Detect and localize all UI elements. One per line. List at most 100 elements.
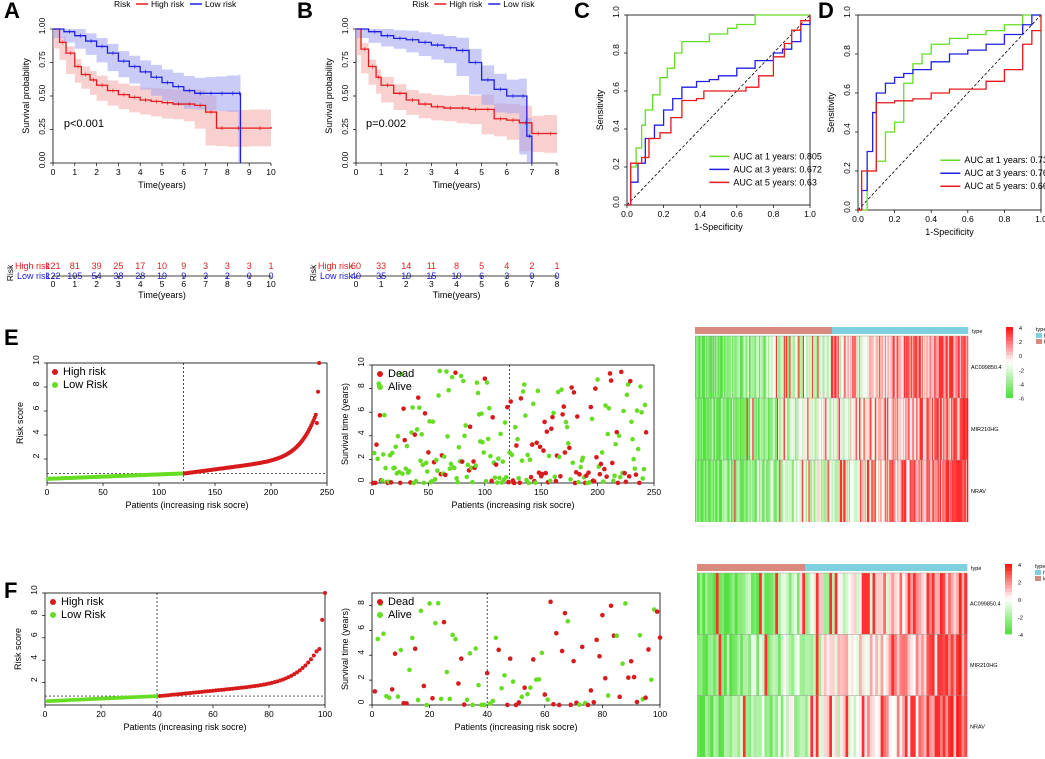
y-tick-label: 4 — [29, 655, 39, 660]
survival-point — [393, 444, 398, 450]
heatmap-cell — [783, 460, 786, 522]
survival-point — [568, 702, 574, 708]
heatmap-cell — [943, 398, 945, 460]
survival-point — [618, 369, 624, 375]
annotation-cell — [724, 564, 727, 571]
annotation-cell — [755, 327, 758, 334]
heatmap-cell — [710, 336, 713, 398]
heatmap-cell — [958, 634, 962, 696]
heatmap-cell — [732, 695, 736, 757]
heatmap-cell — [937, 634, 941, 696]
heatmap-cell — [926, 634, 930, 696]
heatmap-cell — [899, 573, 903, 635]
legend-dead-label: Dead — [388, 596, 414, 608]
heatmap-cell — [957, 336, 960, 398]
survival-point — [458, 373, 464, 379]
survival-point — [576, 479, 581, 485]
annotation-cell — [896, 327, 898, 334]
y-tick-label: 0.75 — [340, 51, 350, 68]
heatmap-cell — [714, 336, 716, 398]
heatmap-cell — [893, 336, 896, 398]
heatmap-cell — [877, 336, 879, 398]
y-tick-label: 8 — [31, 381, 41, 386]
scale-swatch — [1005, 574, 1012, 579]
heatmap-cell — [856, 398, 859, 460]
y-tick-label: 6 — [356, 625, 366, 630]
annotation-cell — [865, 327, 868, 334]
survival-point — [635, 446, 641, 452]
heatmap-cell — [870, 336, 872, 398]
heatmap-cell — [714, 398, 716, 460]
heatmap-cell — [839, 460, 842, 522]
heatmap-cell — [729, 460, 732, 522]
scale-swatch — [1005, 612, 1012, 617]
heatmap-cell — [773, 336, 776, 398]
heatmap-cell — [726, 695, 730, 757]
heatmap-cell — [851, 336, 853, 398]
annotation-cell — [769, 327, 771, 334]
survival-point — [545, 697, 550, 702]
heatmap-cell — [878, 336, 880, 398]
annotation-cell — [829, 564, 833, 571]
heatmap-cell — [764, 398, 767, 460]
heatmap-cell — [934, 634, 938, 696]
annotation-cell — [816, 327, 818, 334]
heatmap-cell — [887, 398, 889, 460]
heatmap-cell — [965, 460, 968, 522]
heatmap-cell — [907, 336, 909, 398]
heatmap-cell — [721, 695, 725, 757]
annotation-cell — [781, 327, 783, 334]
scale-tick-label: -2 — [1018, 615, 1023, 621]
gene-label: MIR210HG — [971, 427, 999, 433]
annotation-cell — [738, 327, 741, 334]
heatmap-cell — [720, 336, 723, 398]
heatmap-cell — [837, 460, 840, 522]
heatmap-cell — [807, 336, 809, 398]
annotation-cell — [854, 327, 856, 334]
annotation-cell — [803, 327, 806, 334]
heatmap-cell — [918, 398, 920, 460]
survival-point — [383, 465, 388, 471]
heatmap-cell — [739, 398, 742, 460]
annotation-cell — [850, 327, 852, 334]
scale-swatch — [1005, 605, 1012, 610]
heatmap-cell — [729, 336, 732, 398]
x-tick-label: 60 — [540, 709, 550, 719]
annotation-cell — [832, 564, 835, 571]
heatmap-cell — [811, 398, 814, 460]
annotation-cell — [746, 327, 749, 334]
annotation-cell — [806, 327, 808, 334]
annotation-cell — [710, 327, 713, 334]
x-tick-label: 100 — [152, 487, 166, 497]
heatmap-cell — [810, 634, 814, 696]
y-axis-label: Sensitivity — [826, 92, 836, 133]
heatmap-cell — [761, 634, 765, 696]
heatmap-cell — [953, 695, 957, 757]
heatmap-cell — [759, 573, 763, 635]
survival-point — [474, 380, 480, 385]
heatmap-cell — [913, 573, 916, 635]
annotation-cell — [861, 564, 865, 571]
survival-point — [534, 440, 539, 446]
survival-point — [654, 609, 660, 614]
heatmap-cell — [888, 336, 890, 398]
x-tick-label: 0 — [354, 167, 359, 177]
annotation-cell — [699, 327, 701, 334]
risk-point — [127, 695, 131, 700]
risk-point — [314, 421, 319, 425]
heatmap-cell — [896, 695, 900, 757]
heatmap-cell — [896, 573, 900, 635]
x-tick-label: 0.8 — [998, 214, 1010, 224]
heatmap-cell — [711, 398, 714, 460]
heatmap-cell — [762, 460, 764, 522]
survival-point — [421, 480, 427, 486]
heatmap-cell — [702, 573, 706, 635]
heatmap-cell — [759, 460, 761, 522]
survival-point — [564, 424, 570, 430]
annotation-cell — [707, 327, 709, 334]
heatmap-cell — [855, 336, 858, 398]
annotation-cell — [824, 327, 826, 334]
heatmap-cell — [768, 398, 770, 460]
risk-point — [135, 695, 140, 700]
heatmap-cell — [775, 336, 778, 398]
